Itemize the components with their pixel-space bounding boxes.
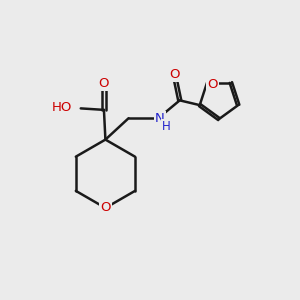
Text: HO: HO bbox=[52, 101, 72, 114]
Text: O: O bbox=[169, 68, 180, 81]
Text: O: O bbox=[207, 77, 218, 91]
Text: H: H bbox=[162, 120, 171, 133]
Text: N: N bbox=[155, 112, 165, 125]
Text: O: O bbox=[100, 202, 111, 214]
Text: O: O bbox=[99, 76, 109, 90]
